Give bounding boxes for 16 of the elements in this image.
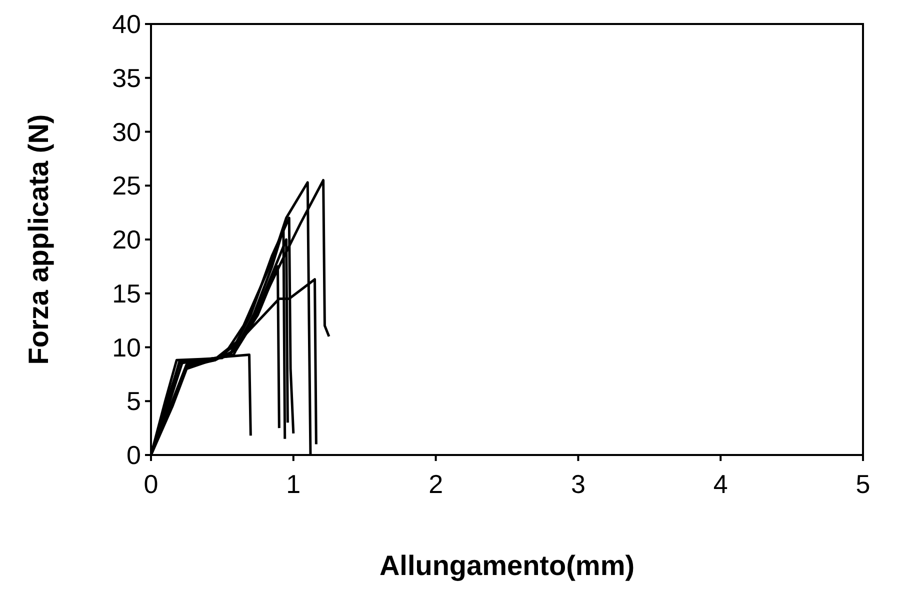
y-axis-title: Forza applicata (N): [23, 114, 54, 365]
y-tick-label: 30: [112, 116, 141, 147]
x-tick-label: 5: [856, 469, 870, 499]
y-tick-label: 20: [112, 224, 141, 255]
y-tick-label: 15: [112, 278, 141, 308]
y-tick-label: 35: [112, 62, 141, 93]
x-tick-label: 2: [428, 469, 444, 499]
y-tick-label: 5: [126, 386, 141, 416]
x-axis-title: Allungamento(mm): [379, 550, 635, 581]
y-tick-label: 25: [112, 170, 141, 201]
x-tick-label: 1: [286, 469, 301, 499]
x-tick-label: 3: [570, 469, 586, 499]
y-tick-label: 40: [112, 9, 141, 40]
y-tick-label: 0: [126, 440, 141, 470]
x-tick-label: 4: [713, 469, 728, 499]
y-tick-label: 10: [112, 332, 141, 362]
